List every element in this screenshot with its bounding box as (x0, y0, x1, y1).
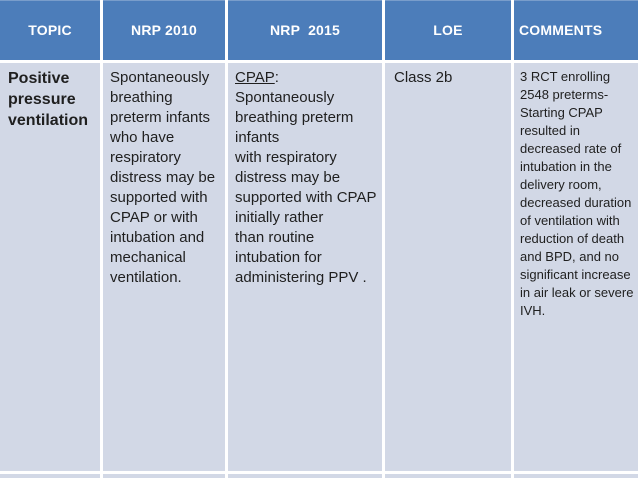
empty-cell (228, 474, 382, 478)
cell-nrp2015: CPAP: Spontaneously breathing preterm in… (228, 63, 382, 471)
cell-nrp2015-underlined-term: CPAP (235, 69, 275, 86)
cell-nrp2010: Spontaneously breathing preterm infants … (103, 63, 225, 471)
header-cell-comments: COMMENTS (514, 0, 638, 60)
empty-cell (514, 474, 638, 478)
header-cell-nrp2010: NRP 2010 (103, 0, 225, 60)
empty-cell (385, 474, 511, 478)
header-cell-nrp2015: NRP 2015 (228, 0, 382, 60)
empty-cell (0, 474, 100, 478)
empty-cell (103, 474, 225, 478)
cell-nrp2015-body-text: : Spontaneously breathing preterm infant… (235, 69, 377, 286)
cell-topic: Positive pressure ventilation (0, 63, 100, 471)
cell-comments: 3 RCT enrolling 2548 preterms- Starting … (514, 63, 638, 471)
header-cell-topic: TOPIC (0, 0, 100, 60)
cell-loe: Class 2b (385, 63, 511, 471)
header-cell-loe: LOE (385, 0, 511, 60)
